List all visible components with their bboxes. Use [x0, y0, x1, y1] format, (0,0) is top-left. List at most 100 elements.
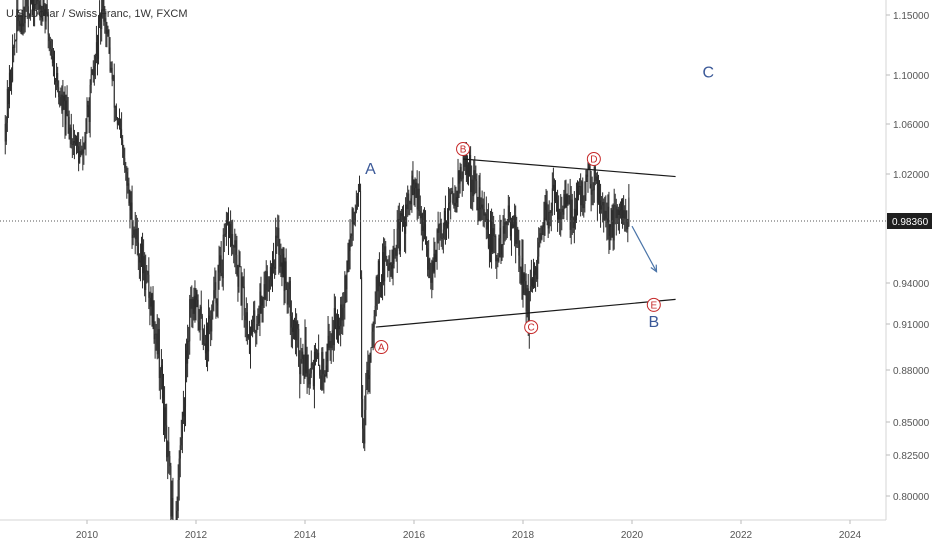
candle-body [48, 34, 50, 42]
candle-body [575, 199, 577, 222]
candle-body [152, 300, 154, 323]
candle-body [302, 351, 304, 376]
candle-body [172, 498, 174, 520]
candle-body [565, 194, 567, 208]
candle-body [499, 227, 501, 239]
candle-body [157, 329, 159, 355]
trendline-1[interactable] [463, 158, 676, 178]
wave-label-a[interactable]: A [365, 161, 376, 178]
candle-body [205, 326, 207, 354]
candle-body [468, 165, 469, 177]
candle-body [86, 106, 88, 133]
candle-body [301, 351, 303, 359]
candle-body [45, 4, 47, 22]
candle-body [488, 244, 490, 248]
candle-body [57, 72, 59, 88]
candle-body [169, 455, 171, 467]
candle-body [550, 210, 552, 213]
candle-body [201, 315, 203, 331]
candle-body [288, 280, 290, 290]
candle-body [216, 303, 218, 306]
candle-body [54, 56, 56, 81]
candle-body [208, 315, 210, 352]
candle-body [250, 326, 251, 353]
y-tick-label: 0.85000 [893, 418, 930, 429]
candle-body [537, 256, 539, 280]
subwave-label-c[interactable]: C [524, 320, 539, 335]
candle-body [7, 88, 9, 105]
candle-body [156, 333, 158, 355]
candle-body [392, 263, 394, 269]
candle-body [373, 316, 375, 328]
x-tick-label: 2014 [294, 530, 317, 541]
candle-body [485, 213, 487, 230]
projection-arrow[interactable] [631, 225, 658, 272]
candle-body [551, 188, 553, 211]
candle-body [267, 290, 269, 292]
candle-body [96, 42, 98, 59]
candle-body [296, 321, 298, 341]
candle-body [150, 294, 152, 307]
candle-body [624, 210, 626, 219]
candle-body [360, 191, 362, 278]
subwave-label-a[interactable]: A [374, 340, 389, 354]
candle-body [409, 201, 411, 205]
candle-body [74, 142, 76, 145]
candle-body [196, 292, 198, 300]
trendline-2[interactable] [375, 298, 676, 328]
candle-body [50, 49, 52, 57]
candle-body [149, 297, 151, 307]
candle-body [601, 205, 603, 210]
candle-body [207, 326, 209, 352]
wave-label-c[interactable]: C [703, 64, 715, 81]
candle-body [64, 101, 66, 125]
candle-body [230, 224, 232, 247]
candle-body [486, 219, 488, 230]
candle-body [456, 197, 458, 203]
candle-body [29, 0, 31, 17]
candle-body [483, 209, 485, 216]
candle-body [503, 226, 505, 234]
candle-body [234, 240, 236, 248]
y-tick-label: 0.88000 [893, 366, 930, 377]
candle-body [237, 275, 239, 287]
candle-body [214, 282, 216, 291]
candle-body [43, 4, 45, 10]
candle-body [173, 543, 174, 548]
candle-body [608, 206, 610, 236]
subwave-label-b[interactable]: B [456, 142, 471, 156]
candle-body [379, 285, 381, 287]
candle-body [218, 265, 220, 273]
candle-body [403, 213, 405, 217]
candle-body [404, 216, 406, 234]
candle-body [585, 174, 587, 196]
candle-body [89, 84, 91, 122]
candle-body [88, 105, 90, 122]
candle-body [381, 283, 383, 286]
candle-body [557, 199, 559, 220]
candle-body [321, 352, 323, 390]
subwave-label-d[interactable]: D [586, 152, 601, 166]
candle-body [455, 197, 457, 203]
candle-body [448, 203, 450, 225]
candle-body [548, 211, 550, 229]
candle-body [299, 366, 301, 375]
subwave-label-e[interactable]: E [646, 297, 661, 312]
wave-label-b[interactable]: B [648, 314, 659, 331]
candle-body [6, 88, 8, 123]
candle-body [507, 205, 509, 222]
candle-body [528, 291, 530, 328]
candle-body [435, 259, 437, 261]
candle-body [627, 226, 629, 230]
candle-body [396, 228, 398, 256]
svg-text:C: C [528, 323, 535, 334]
candle-body [269, 266, 271, 280]
candle-body [289, 280, 291, 317]
candle-body [168, 441, 170, 456]
candle-body [189, 299, 191, 342]
candle-body [125, 168, 127, 173]
candle-body [538, 242, 540, 257]
x-tick-label: 2018 [512, 530, 535, 541]
candle-body [363, 428, 365, 444]
